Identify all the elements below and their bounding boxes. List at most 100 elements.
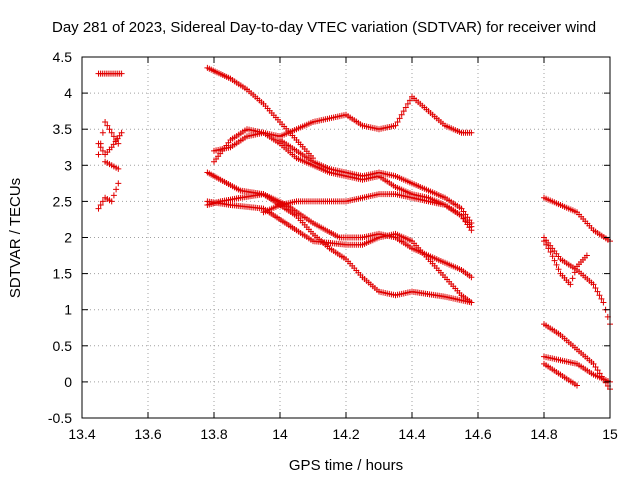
data-point [596,292,603,299]
data-point [95,151,102,158]
x-tick-label: 14.2 [332,426,359,442]
data-point [118,129,125,136]
y-tick-label: 2.5 [53,193,73,209]
data-point [468,220,475,227]
series-C4 [541,321,613,393]
series-C3 [541,238,590,288]
y-tick-label: 3 [64,157,72,173]
x-tick-label: 13.8 [200,426,227,442]
data-point [106,126,113,133]
series-C1 [541,194,613,245]
series-C6 [541,360,580,389]
data-points [95,64,613,393]
x-tick-label: 13.6 [134,426,161,442]
data-point [115,165,122,172]
series-C5 [541,353,613,385]
data-point [541,238,547,245]
data-point [571,269,578,276]
data-point [545,245,552,252]
data-point [398,111,405,118]
x-tick-label: 14.6 [464,426,491,442]
series-B8 [277,137,475,227]
chart-title: Day 281 of 2023, Sidereal Day-to-day VTE… [52,19,596,36]
data-point [567,281,574,288]
data-point [99,198,106,205]
x-tick-label: 15 [602,426,618,442]
data-point [108,129,115,136]
data-point [468,227,475,234]
data-point [594,367,601,374]
data-point [104,122,111,129]
y-tick-label: 0.5 [53,338,73,354]
series-A5 [102,158,122,172]
data-point [592,285,599,292]
data-point [102,118,109,125]
series-B4 [204,191,475,281]
data-point [95,205,102,212]
data-point [468,129,475,136]
data-point [590,360,597,367]
data-point [406,97,413,104]
data-point [113,186,120,193]
series-B5 [211,93,475,154]
data-point [394,118,401,125]
series-B1 [204,64,316,162]
data-point [594,288,601,295]
data-point [113,137,120,144]
x-tick-labels: 13.4 13.6 13.8 14 14.2 14.4 14.6 14.8 15 [68,426,618,442]
data-point [110,133,117,140]
y-tick-label: 4.5 [53,49,73,65]
data-point [118,70,125,77]
data-point [110,192,117,199]
data-point [569,275,576,282]
series-A4 [95,180,122,212]
y-tick-label: 1.5 [53,266,73,282]
data-point [549,253,556,260]
y-axis-label: SDTVAR / TECUs [7,178,24,298]
series-B3 [204,198,475,306]
x-tick-label: 13.4 [68,426,95,442]
data-point [396,115,403,122]
y-tick-label: 2 [64,230,72,246]
data-point [404,100,411,107]
y-tick-label: -0.5 [48,410,72,426]
data-point [97,202,104,209]
x-tick-label: 14.8 [530,426,557,442]
data-point [598,295,605,302]
data-point [590,281,597,288]
data-point [115,180,122,187]
data-point [574,382,580,389]
series-A3 [95,118,122,158]
series-C2 [541,234,613,328]
series-A1 [95,70,125,77]
series-B6 [211,126,475,230]
data-point [547,248,554,255]
data-point [583,252,590,259]
data-point [99,147,106,154]
data-point [108,198,115,205]
data-point [400,108,407,115]
y-tick-label: 4 [64,85,72,101]
y-tick-labels: -0.5 0 0.5 1 1.5 2 2.5 3 3.5 4 4.5 [48,49,72,426]
y-tick-label: 0 [64,374,72,390]
x-tick-label: 14.4 [398,426,425,442]
x-tick-label: 14 [272,426,288,442]
y-tick-label: 1 [64,302,72,318]
axis-ticks [81,56,611,419]
data-point [468,274,475,281]
x-axis-label: GPS time / hours [289,457,403,474]
data-point [600,299,607,306]
data-point [543,241,550,248]
data-point [468,299,475,306]
data-point [97,140,104,147]
y-tick-label: 3.5 [53,121,73,137]
data-point [555,266,562,273]
data-point [115,140,122,147]
data-point [392,122,399,129]
data-point [402,104,409,111]
data-point [592,364,599,371]
data-point [551,257,558,264]
series-B7 [260,191,475,234]
